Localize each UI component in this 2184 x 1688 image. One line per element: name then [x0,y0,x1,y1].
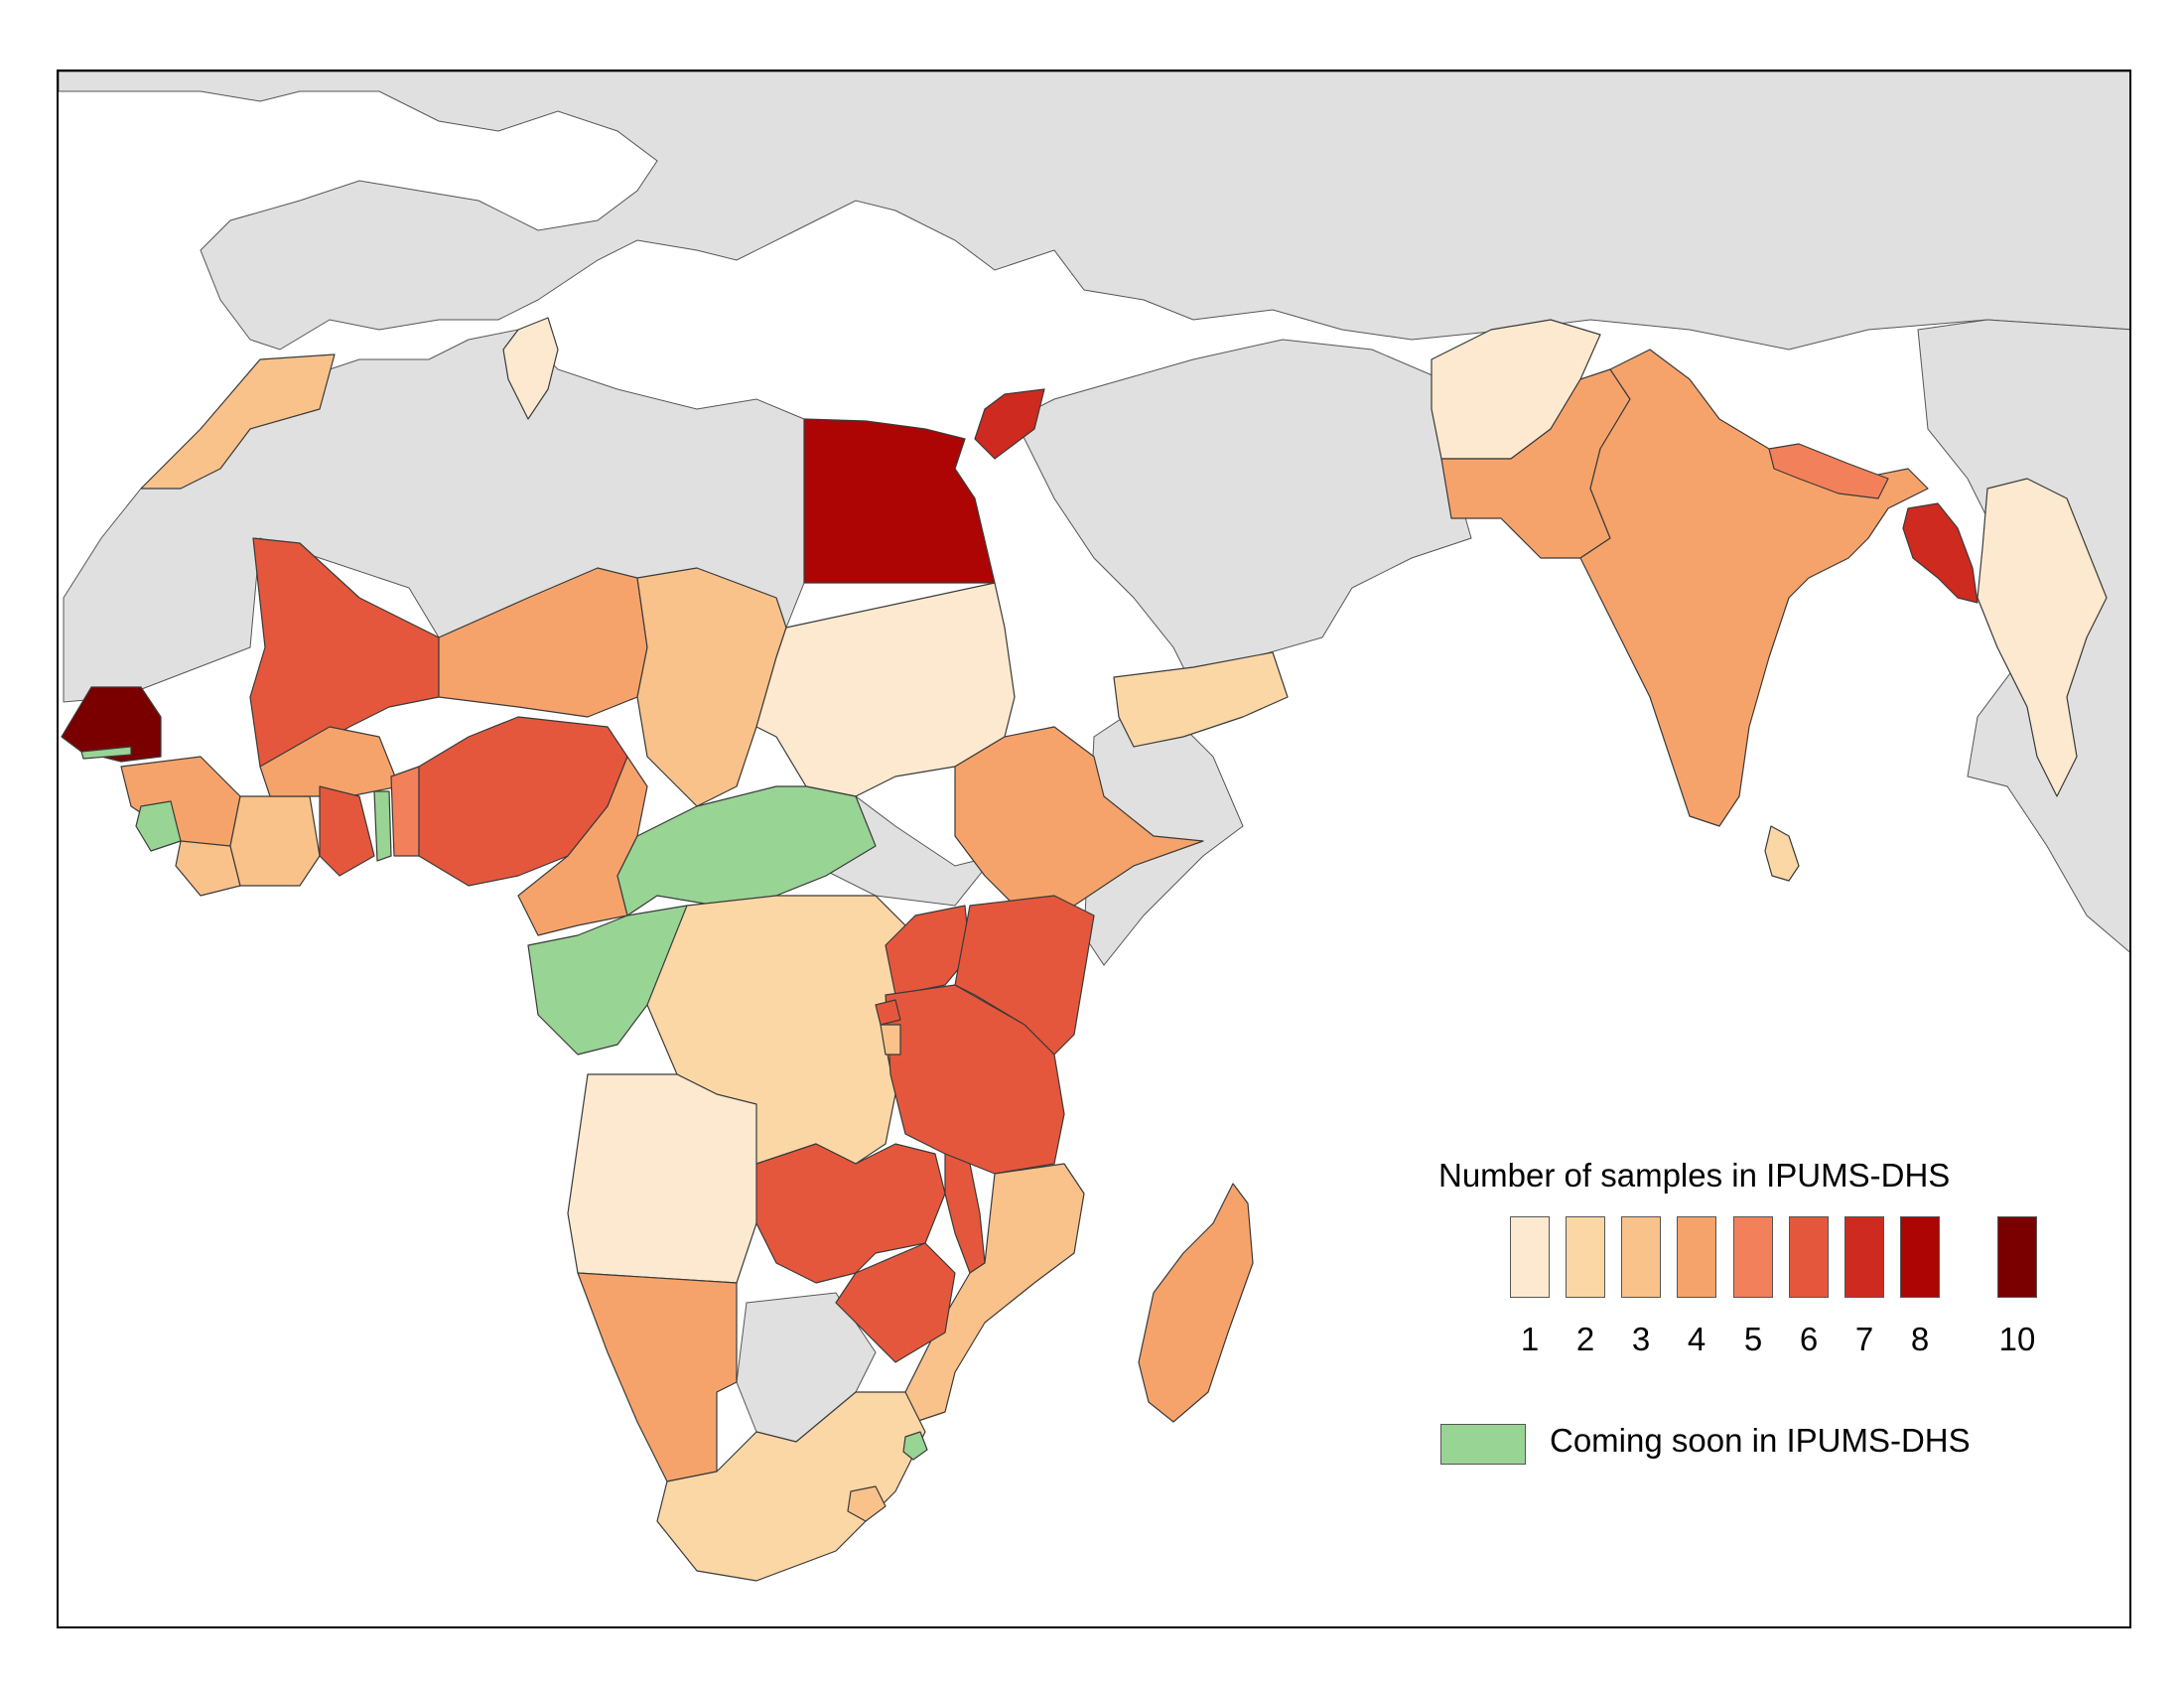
country-lesotho [847,1485,887,1522]
country-liberia [175,840,241,897]
europe-landmass [59,71,2129,351]
country-togo [373,790,392,862]
country-india [1579,349,1929,827]
legend-label-10: 10 [1998,1321,2036,1357]
map-canvas [59,71,2129,1582]
country-egypt [803,418,996,584]
legend-swatch-5 [1733,1216,1773,1298]
country-myanmar [1977,478,2108,797]
country-sierra-leone [135,800,182,852]
country-rwanda [875,999,901,1026]
country-south-africa [656,1391,926,1582]
legend-swatch-2 [1566,1216,1605,1298]
country-yemen [1113,651,1289,748]
country-mozambique [904,1163,1085,1423]
legend-swatch-8 [1900,1216,1940,1298]
country-tanzania [885,984,1065,1175]
country-uganda [885,905,971,996]
country-zimbabwe [835,1242,956,1363]
legend-label-7: 7 [1854,1321,1874,1357]
sample-countries [61,317,2108,1582]
country-morocco [140,353,336,490]
legend-label-5: 5 [1743,1321,1763,1357]
country-jordan [974,388,1045,460]
legend-title: Number of samples in IPUMS-DHS [1438,1157,1951,1194]
country-bangladesh [1902,502,1979,604]
legend-label-6: 6 [1799,1321,1819,1357]
legend-swatch-10 [1997,1216,2037,1298]
country-sudan [755,582,1016,797]
legend-label-1: 1 [1520,1321,1540,1357]
middle-east-landmass [1014,339,1472,688]
legend-label-8: 8 [1910,1321,1930,1357]
country-mali [249,537,440,768]
country-madagascar [1138,1183,1254,1423]
legend-label-4: 4 [1687,1321,1706,1357]
country-malawi [944,1153,986,1274]
legend-coming-soon-label: Coming soon in IPUMS-DHS [1550,1422,1971,1459]
country-namibia [577,1272,738,1482]
legend-swatch-7 [1844,1216,1884,1298]
legend-swatch-6 [1789,1216,1829,1298]
country-ethiopia [954,726,1204,907]
legend-swatch-4 [1677,1216,1716,1298]
country-chad [636,567,787,807]
legend-swatch-1 [1510,1216,1550,1298]
country-nepal [1768,443,1889,499]
country-ghana [319,785,375,877]
legend-label-2: 2 [1575,1321,1595,1357]
country-burundi [880,1024,901,1055]
country-gambia [80,746,132,760]
country-cote-divoire [229,795,321,887]
country-tunisia [502,317,559,420]
country-sri-lanka [1764,825,1800,882]
country-benin [390,766,420,857]
country-kenya [954,895,1095,1055]
legend-label-3: 3 [1631,1321,1651,1357]
legend-coming-soon-swatch [1440,1424,1526,1465]
map-frame [57,70,2131,1628]
country-eswatini [902,1431,928,1461]
legend-swatch-3 [1621,1216,1661,1298]
